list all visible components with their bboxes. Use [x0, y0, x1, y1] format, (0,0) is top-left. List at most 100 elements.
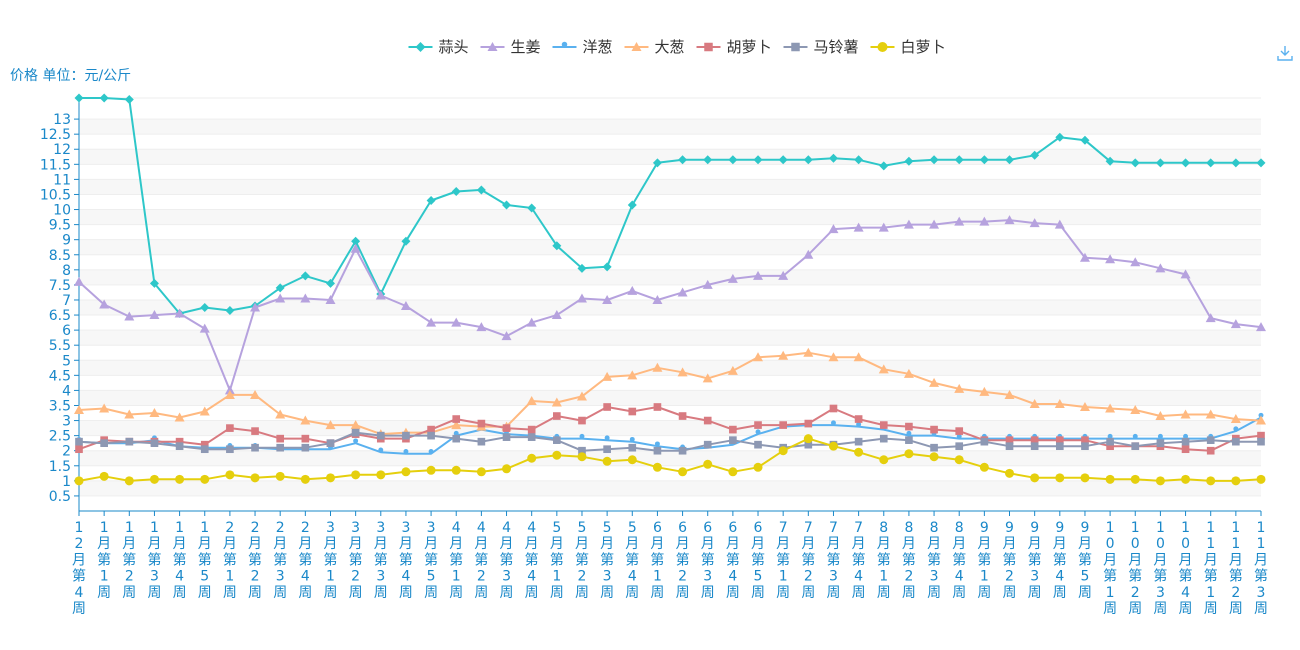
y-tick-label: 9 [62, 233, 71, 249]
grid-band [79, 239, 1261, 255]
data-point [300, 293, 311, 303]
x-tick-label: 5 月第 2 周 [575, 520, 589, 601]
data-point [401, 467, 411, 477]
data-point [1081, 436, 1089, 444]
download-icon[interactable] [1277, 46, 1293, 61]
data-point [376, 470, 386, 480]
data-point [275, 409, 286, 419]
data-point [99, 93, 109, 103]
data-point [300, 271, 310, 281]
data-point [778, 155, 788, 165]
data-point [1054, 219, 1065, 229]
data-point [1055, 436, 1064, 444]
x-tick-label: 1 0 月第 1 周 [1103, 520, 1117, 617]
legend-item[interactable]: 生姜 [480, 38, 541, 56]
data-point [879, 455, 889, 465]
series-line [78, 351, 1262, 436]
legend[interactable]: 蒜头 生姜 洋葱 大葱 胡萝卜 马铃薯 白萝卜 [408, 38, 946, 56]
data-point [779, 421, 787, 429]
data-point [828, 441, 838, 451]
x-tick-label: 4 月第 4 周 [525, 520, 539, 601]
data-point [1206, 158, 1216, 168]
x-tick-label: 3 月第 5 周 [424, 520, 438, 601]
legend-swatch-icon [561, 41, 568, 48]
data-point [1132, 433, 1138, 439]
data-point [502, 464, 512, 474]
data-point [930, 425, 938, 434]
data-point [1005, 155, 1015, 165]
data-point [502, 200, 512, 210]
legend-swatch-icon [487, 42, 498, 51]
data-point [224, 385, 235, 395]
data-point [403, 448, 409, 454]
legend-item[interactable]: 马铃薯 [783, 38, 859, 56]
data-point [74, 93, 84, 103]
legend-swatch-icon [631, 42, 642, 51]
data-point [703, 459, 713, 469]
x-tick-label: 2 月第 2 周 [248, 520, 262, 601]
data-point [427, 425, 435, 434]
data-point [603, 403, 611, 411]
data-point [353, 438, 359, 444]
x-tick-label: 4 月第 3 周 [500, 520, 514, 601]
y-tick-label: 5 [62, 353, 71, 369]
data-point [226, 445, 234, 454]
data-point [1233, 426, 1239, 432]
data-point [125, 437, 134, 446]
data-point [678, 446, 687, 455]
data-point [727, 365, 738, 375]
legend-label: 马铃薯 [814, 38, 859, 56]
data-point [979, 386, 990, 396]
data-point [1130, 257, 1141, 267]
data-point [854, 437, 863, 446]
data-point [276, 434, 285, 443]
y-tick-label: 4 [62, 383, 71, 399]
legend-label: 蒜头 [439, 38, 469, 56]
data-point [1256, 322, 1266, 332]
data-point [99, 299, 110, 309]
series-1 [74, 215, 1266, 395]
grid [79, 97, 1261, 497]
y-tick-label: 9.5 [49, 218, 71, 234]
data-point [755, 429, 761, 435]
data-point [451, 186, 461, 196]
data-point [678, 412, 687, 420]
data-point [1105, 254, 1116, 264]
data-point [1155, 411, 1166, 421]
x-tick-label: 6 月第 4 周 [726, 520, 740, 601]
legend-item[interactable]: 大葱 [624, 38, 685, 56]
data-point [778, 350, 789, 360]
x-tick-label: 6 月第 1 周 [650, 520, 664, 601]
x-tick-label: 3 月第 2 周 [349, 520, 363, 601]
x-tick-label: 8 月第 3 周 [927, 520, 941, 601]
data-point [526, 395, 537, 405]
data-point [1005, 442, 1014, 451]
data-point [476, 322, 487, 332]
y-tick-label: 12 [53, 142, 71, 158]
x-tick-label: 9 月第 3 周 [1028, 520, 1042, 601]
data-point [1181, 474, 1191, 484]
y-tick-label: 5.5 [49, 338, 71, 354]
data-point [226, 424, 234, 432]
legend-item[interactable]: 白萝卜 [870, 38, 946, 56]
data-point [275, 471, 285, 481]
legend-item[interactable]: 胡萝卜 [696, 38, 772, 56]
series-line [78, 431, 1261, 452]
data-point [628, 407, 637, 416]
data-point [1080, 135, 1090, 145]
x-tick-label: 5 月第 4 周 [625, 520, 639, 601]
data-point [879, 161, 889, 171]
legend-label: 生姜 [511, 38, 541, 56]
data-point [627, 200, 637, 210]
y-tick-label: 6.5 [49, 308, 71, 324]
x-tick-label: 5 月第 1 周 [550, 520, 564, 601]
y-tick-label: 7 [62, 293, 71, 309]
legend-item[interactable]: 蒜头 [408, 38, 469, 56]
y-tick-label: 10 [53, 203, 71, 219]
data-point [1157, 433, 1163, 439]
legend-item[interactable]: 洋葱 [552, 38, 613, 56]
data-point [854, 447, 864, 457]
x-tick-label: 5 月第 3 周 [600, 520, 614, 601]
data-point [879, 434, 888, 443]
data-point [451, 420, 462, 430]
